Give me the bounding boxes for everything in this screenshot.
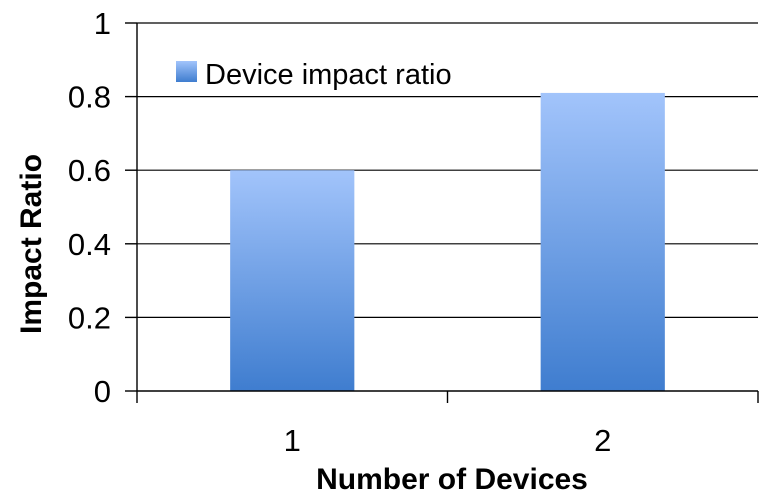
y-tick-label: 0 xyxy=(94,374,111,409)
y-tick-label: 0.8 xyxy=(68,80,111,115)
bar-1 xyxy=(230,170,355,391)
bar-2 xyxy=(540,92,665,392)
x-axis-title: Number of Devices xyxy=(316,463,588,496)
legend-label: Device impact ratio xyxy=(205,59,452,91)
bars xyxy=(230,92,665,392)
y-tick-labels: 0 0.2 0.4 0.6 0.8 1 xyxy=(68,6,111,409)
y-tick-label: 0.6 xyxy=(68,153,111,188)
legend: Device impact ratio xyxy=(176,59,452,91)
axes xyxy=(125,22,759,403)
y-tick-label: 1 xyxy=(94,6,111,41)
legend-swatch xyxy=(176,61,197,82)
x-tick-label: 1 xyxy=(284,423,301,458)
y-axis-title: Impact Ratio xyxy=(15,154,48,334)
y-tick-label: 0.2 xyxy=(68,300,111,335)
y-tick-label: 0.4 xyxy=(68,227,111,262)
x-tick-label: 2 xyxy=(594,423,611,458)
